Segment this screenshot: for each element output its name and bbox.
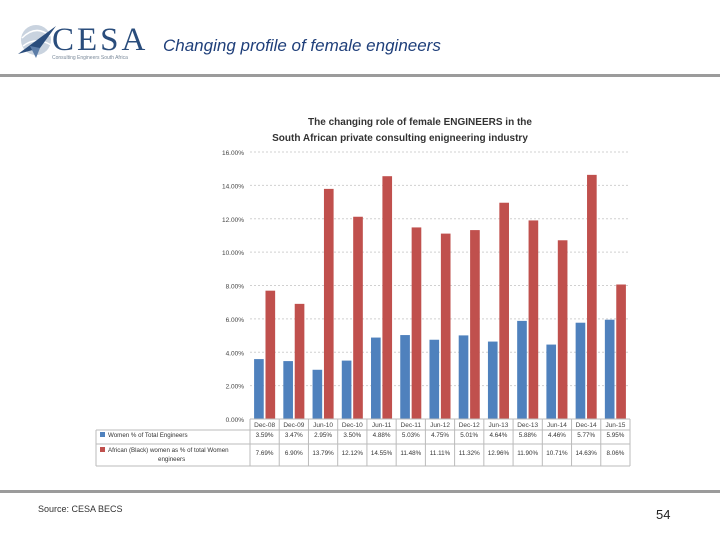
data-label-african-women: 10.71% <box>546 450 568 457</box>
data-label-african-women: 6.90% <box>285 450 303 457</box>
x-category-label: Jun-10 <box>313 422 333 429</box>
bar-women-total <box>283 361 293 419</box>
data-label-women-total: 5.77% <box>577 432 595 439</box>
data-label-women-total: 5.95% <box>606 432 624 439</box>
y-tick-label: 16.00% <box>222 150 244 157</box>
x-category-label: Jun-14 <box>547 422 567 429</box>
data-label-african-women: 13.79% <box>312 450 334 457</box>
x-category-label: Dec-14 <box>576 422 597 429</box>
y-tick-label: 2.00% <box>226 384 245 391</box>
bar-african-women <box>470 230 480 419</box>
x-category-label: Jun-12 <box>430 422 450 429</box>
data-label-women-total: 4.75% <box>431 432 449 439</box>
slide-title: Changing profile of female engineers <box>163 36 441 55</box>
bar-women-total <box>458 335 469 419</box>
x-category-label: Dec-09 <box>283 422 304 429</box>
bar-african-women <box>411 227 422 419</box>
data-label-african-women: 11.48% <box>400 450 421 457</box>
y-tick-label: 4.00% <box>226 350 245 357</box>
y-tick-label: 10.00% <box>222 250 244 257</box>
x-category-label: Dec-08 <box>254 422 275 429</box>
y-tick-label: 0.00% <box>226 417 245 424</box>
bar-african-women <box>265 290 276 419</box>
chart-title: The changing role of female ENGINEERS in… <box>308 117 532 128</box>
bar-women-total <box>312 369 323 419</box>
bar-women-total <box>254 359 264 419</box>
logo-name: CESA <box>52 22 149 58</box>
data-label-african-women: 8.06% <box>606 450 624 457</box>
x-category-label: Dec-12 <box>459 422 480 429</box>
bar-women-total <box>487 341 498 419</box>
bar-women-total <box>371 337 381 419</box>
legend-swatch-african-women <box>100 447 105 452</box>
data-label-african-women: 12.96% <box>488 450 510 457</box>
bar-african-women <box>353 216 363 419</box>
data-label-african-women: 11.90% <box>517 450 538 457</box>
x-category-label: Dec-10 <box>342 422 363 429</box>
data-label-women-total: 3.59% <box>256 432 274 439</box>
bar-african-women <box>557 240 568 419</box>
cesa-logo <box>16 18 141 66</box>
bar-women-total <box>400 335 410 419</box>
data-label-african-women: 14.55% <box>371 450 393 457</box>
bar-african-women <box>616 284 626 419</box>
x-category-label: Dec-13 <box>517 422 538 429</box>
y-tick-label: 14.00% <box>222 183 244 190</box>
data-label-african-women: 11.32% <box>459 450 480 457</box>
x-category-label: Jun-11 <box>372 422 392 429</box>
data-label-women-total: 2.95% <box>314 432 332 439</box>
data-label-women-total: 5.88% <box>519 432 537 439</box>
globe-icon <box>18 25 56 58</box>
data-label-women-total: 3.47% <box>285 432 303 439</box>
x-category-label: Dec-11 <box>401 422 422 429</box>
data-label-african-women: 7.69% <box>256 450 274 457</box>
legend-label-african-women: African (Black) women as % of total Wome… <box>108 447 229 463</box>
logo-tagline: Consulting Engineers South Africa <box>52 55 128 61</box>
data-label-african-women: 14.63% <box>575 450 597 457</box>
bar-african-women <box>528 220 539 419</box>
bar-african-women <box>440 233 451 419</box>
data-label-women-total: 4.46% <box>548 432 566 439</box>
bar-women-total <box>429 339 440 419</box>
header-divider <box>0 74 720 77</box>
y-tick-label: 6.00% <box>226 317 245 324</box>
y-tick-label: 8.00% <box>226 284 245 291</box>
bar-african-women <box>499 202 509 419</box>
bar-african-women <box>294 303 305 419</box>
bar-african-women <box>587 174 597 419</box>
bar-women-total <box>575 322 586 419</box>
bar-women-total <box>341 360 352 419</box>
legend-swatch-women-total <box>100 432 105 437</box>
x-category-label: Jun-13 <box>489 422 509 429</box>
footer-divider <box>0 490 720 493</box>
data-label-women-total: 5.03% <box>402 432 420 439</box>
bar-african-women <box>382 176 393 419</box>
data-label-women-total: 4.88% <box>373 432 391 439</box>
y-tick-label: 12.00% <box>222 217 244 224</box>
data-label-women-total: 3.50% <box>343 432 361 439</box>
data-label-women-total: 5.01% <box>460 432 478 439</box>
chart-subtitle: South African private consulting enignee… <box>272 133 528 144</box>
bar-women-total <box>517 320 527 419</box>
legend-label-women-total: Women % of Total Engineers <box>108 432 188 439</box>
data-label-women-total: 4.64% <box>490 432 508 439</box>
bar-african-women <box>323 188 334 419</box>
source-note: Source: CESA BECS <box>38 504 123 514</box>
data-label-african-women: 11.11% <box>430 450 451 457</box>
bar-women-total <box>546 344 557 419</box>
x-category-label: Jun-15 <box>605 422 625 429</box>
data-label-african-women: 12.12% <box>342 450 364 457</box>
bar-women-total <box>604 319 615 419</box>
page-number: 54 <box>656 507 671 522</box>
